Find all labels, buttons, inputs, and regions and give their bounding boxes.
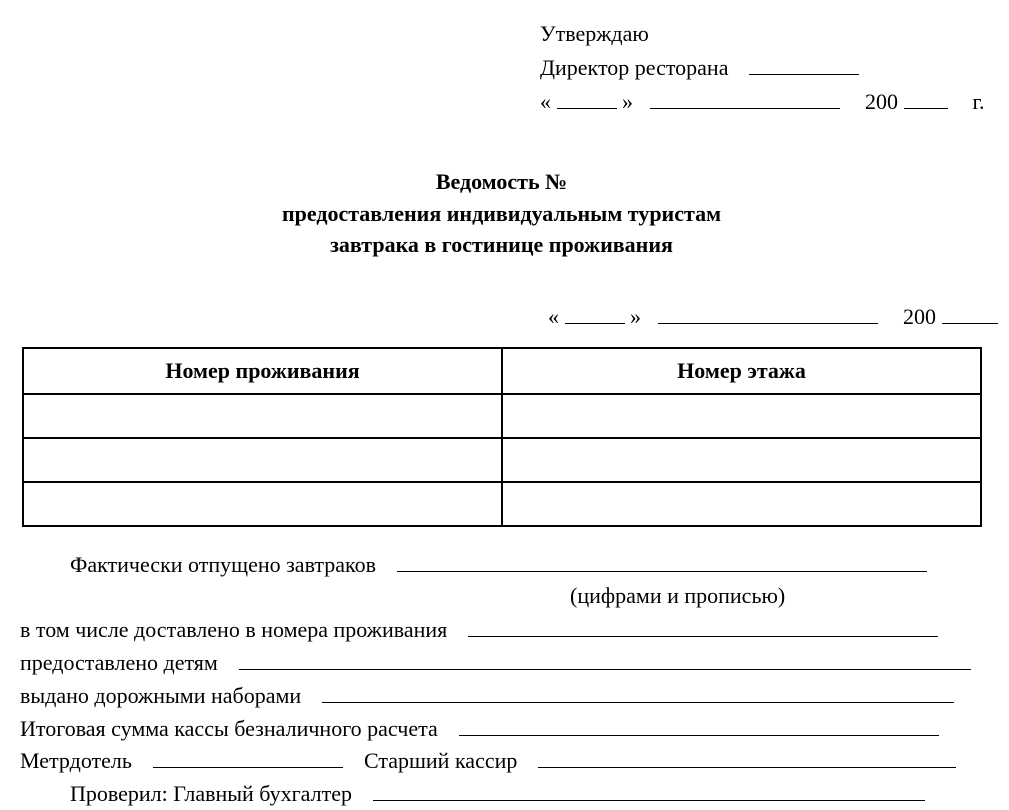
total-blank[interactable]	[459, 735, 939, 736]
date-quote-close: »	[630, 304, 641, 329]
road-kits-label: выдано дорожными наборами	[20, 683, 301, 708]
children-line: предоставлено детям	[20, 647, 983, 679]
approval-block: Утверждаю Директор ресторана « » 200 г.	[540, 18, 983, 118]
approval-year-prefix: 200	[865, 89, 898, 114]
quote-open: «	[540, 89, 551, 114]
table-row	[23, 482, 981, 526]
cashier-blank[interactable]	[538, 767, 956, 768]
delivered-blank[interactable]	[468, 636, 938, 637]
cell-room-3[interactable]	[23, 482, 502, 526]
actual-blank[interactable]	[397, 571, 927, 572]
cell-floor-2[interactable]	[502, 438, 981, 482]
checked-line: Проверил: Главный бухгалтер	[20, 778, 983, 810]
checked-blank[interactable]	[373, 800, 925, 801]
approval-date-line: « » 200 г.	[540, 86, 983, 118]
room-floor-table: Номер проживания Номер этажа	[22, 347, 982, 527]
director-signature-blank[interactable]	[749, 74, 859, 75]
road-kits-blank[interactable]	[322, 702, 954, 703]
document-date-line: « » 200 г.	[548, 301, 983, 333]
actual-label: Фактически отпущено завтраков	[70, 552, 376, 577]
delivered-line: в том числе доставлено в номера проживан…	[20, 614, 983, 646]
road-kits-line: выдано дорожными наборами	[20, 680, 983, 712]
cell-floor-1[interactable]	[502, 394, 981, 438]
total-label: Итоговая сумма кассы безналичного расчет…	[20, 716, 438, 741]
date-quote-open: «	[548, 304, 559, 329]
maitre-label: Метрдотель	[20, 748, 132, 773]
cell-floor-3[interactable]	[502, 482, 981, 526]
approval-year-blank[interactable]	[904, 108, 948, 109]
date-year-prefix: 200	[903, 304, 936, 329]
table-header-row: Номер проживания Номер этажа	[23, 348, 981, 394]
approval-year-suffix: г.	[973, 89, 985, 114]
approval-position-line: Директор ресторана	[540, 52, 983, 84]
title-line-2: предоставления индивидуальным туристам	[20, 198, 983, 230]
approval-month-blank[interactable]	[650, 108, 840, 109]
date-day-blank[interactable]	[565, 323, 625, 324]
quote-close: »	[622, 89, 633, 114]
cell-room-1[interactable]	[23, 394, 502, 438]
actual-line: Фактически отпущено завтраков	[20, 549, 983, 581]
table-header-floor: Номер этажа	[502, 348, 981, 394]
approval-heading: Утверждаю	[540, 18, 983, 50]
children-blank[interactable]	[239, 669, 971, 670]
children-label: предоставлено детям	[20, 650, 218, 675]
approval-position: Директор ресторана	[540, 55, 728, 80]
signatures-line: Метрдотель Старший кассир	[20, 745, 983, 777]
document-title: Ведомость № предоставления индивидуальны…	[20, 166, 983, 262]
title-line-3: завтрака в гостинице проживания	[20, 229, 983, 261]
table-row	[23, 438, 981, 482]
table-row	[23, 394, 981, 438]
date-month-blank[interactable]	[658, 323, 878, 324]
cashier-label: Старший кассир	[364, 748, 517, 773]
actual-hint: (цифрами и прописью)	[20, 580, 983, 612]
total-line: Итоговая сумма кассы безналичного расчет…	[20, 713, 983, 745]
checked-label: Проверил: Главный бухгалтер	[70, 781, 352, 806]
date-year-blank[interactable]	[942, 323, 998, 324]
cell-room-2[interactable]	[23, 438, 502, 482]
delivered-label: в том числе доставлено в номера проживан…	[20, 617, 447, 642]
maitre-blank[interactable]	[153, 767, 343, 768]
table-header-room: Номер проживания	[23, 348, 502, 394]
approval-day-blank[interactable]	[557, 108, 617, 109]
title-line-1: Ведомость №	[20, 166, 983, 198]
